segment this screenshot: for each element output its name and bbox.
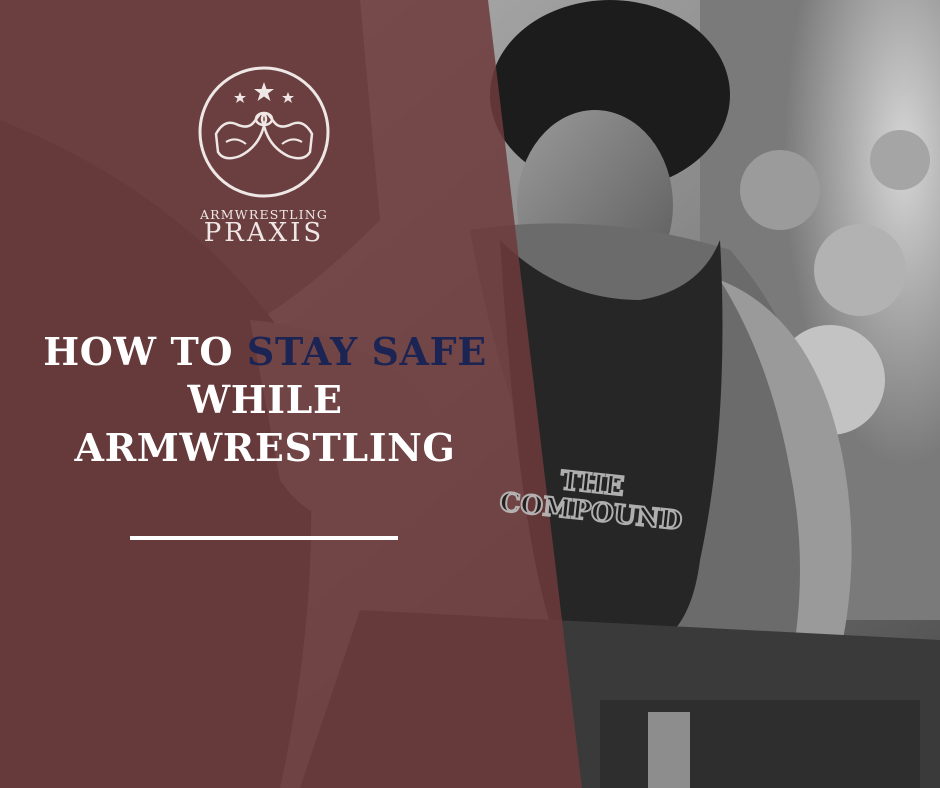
armwrestling-logo-icon (198, 66, 330, 198)
headline-divider (130, 536, 398, 540)
headline-line-3: ARMWRESTLING (74, 425, 456, 470)
brand-name: PRAXIS (203, 218, 325, 248)
headline: HOW TO STAY SAFE WHILE ARMWRESTLING (20, 328, 510, 472)
headline-line-1: HOW TO STAY SAFE (20, 328, 510, 376)
headline-accent: STAY SAFE (246, 329, 487, 374)
headline-line-2: WHILE (187, 377, 343, 422)
brand-tagline: ARMWRESTLING (199, 207, 329, 222)
headline-prefix: HOW TO (43, 329, 247, 374)
